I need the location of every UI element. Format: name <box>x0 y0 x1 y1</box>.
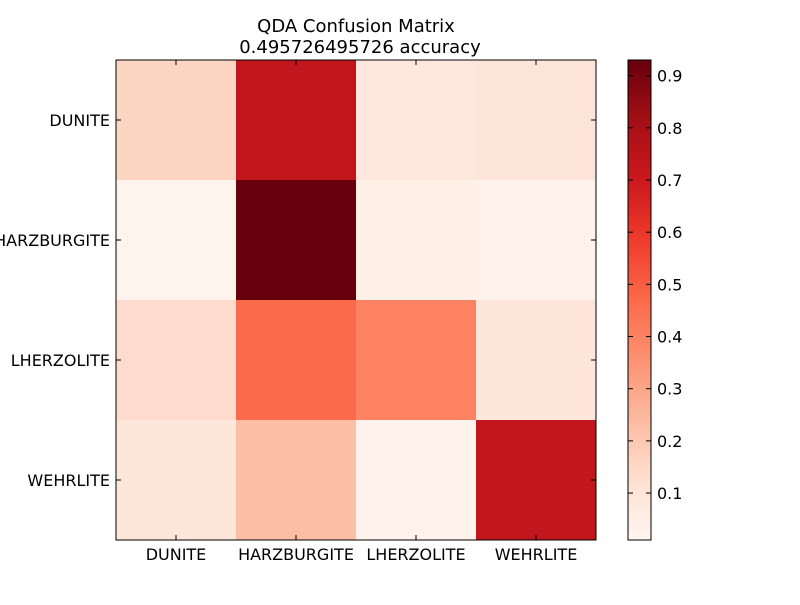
heatmap-cell <box>356 420 477 541</box>
heatmap-cell <box>356 60 477 181</box>
chart-title: QDA Confusion Matrix <box>257 16 455 37</box>
y-tick-label: LHERZOLITE <box>11 351 110 370</box>
colorbar-frame <box>627 59 652 541</box>
heatmap-cell <box>116 300 237 421</box>
heatmap-cell <box>476 180 597 301</box>
x-tick-labels: DUNITE HARZBURGITE LHERZOLITE WEHRLITE <box>146 545 578 564</box>
colorbar-tick-label: 0.3 <box>657 380 682 399</box>
colorbar-tick-label: 0.1 <box>657 484 682 503</box>
colorbar-tick-label: 0.9 <box>657 67 682 86</box>
colorbar-tick-label: 0.6 <box>657 223 682 242</box>
x-tick-label: DUNITE <box>146 545 207 564</box>
heatmap-cell <box>356 180 477 301</box>
heatmap-cell <box>236 60 357 181</box>
heatmap-cell <box>236 420 357 541</box>
x-tick-label: HARZBURGITE <box>238 545 354 564</box>
heatmap-cells <box>116 60 597 541</box>
colorbar <box>628 60 651 540</box>
colorbar-tick-label: 0.4 <box>657 328 682 347</box>
heatmap-cell <box>116 60 237 181</box>
x-tick-label: WEHRLITE <box>495 545 578 564</box>
heatmap-cell <box>236 300 357 421</box>
plot-frame <box>115 59 597 541</box>
x-tick-label: LHERZOLITE <box>366 545 465 564</box>
colorbar-ticks: 0.1 0.2 0.3 0.4 0.5 0.6 0.7 0.8 0.9 <box>628 67 682 503</box>
heatmap-cell <box>116 420 237 541</box>
chart-subtitle: 0.495726495726 accuracy <box>239 37 481 58</box>
y-tick-label: WEHRLITE <box>27 471 110 490</box>
colorbar-tick-label: 0.5 <box>657 275 682 294</box>
heatmap-cell <box>476 60 597 181</box>
heatmap-cell <box>476 300 597 421</box>
colorbar-tick-label: 0.2 <box>657 432 682 451</box>
heatmap-cell <box>356 300 477 421</box>
y-tick-label: DUNITE <box>49 111 110 130</box>
y-tick-labels: DUNITE HARZBURGITE LHERZOLITE WEHRLITE <box>0 111 110 490</box>
colorbar-tick-label: 0.8 <box>657 119 682 138</box>
heatmap-cell <box>236 180 357 301</box>
y-tick-label: HARZBURGITE <box>0 231 110 250</box>
heatmap-cell <box>476 420 597 541</box>
colorbar-tick-label: 0.7 <box>657 171 682 190</box>
axis-ticks <box>116 60 596 540</box>
heatmap-cell <box>116 180 237 301</box>
